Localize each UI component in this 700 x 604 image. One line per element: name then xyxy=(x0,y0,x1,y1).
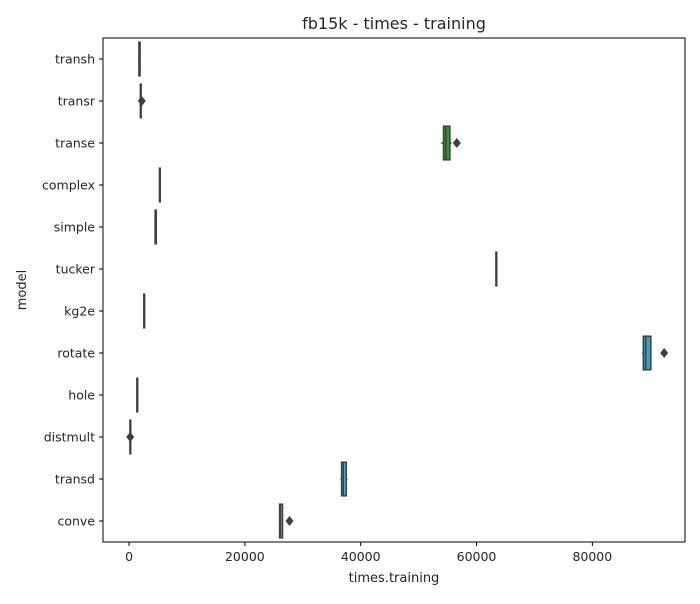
y-tick-label: transr xyxy=(58,94,96,109)
x-tick-label: 0 xyxy=(125,549,133,564)
y-tick-label: complex xyxy=(42,178,95,193)
y-tick-label: distmult xyxy=(44,430,95,445)
outlier-point xyxy=(126,432,135,442)
box-hole xyxy=(136,377,139,413)
box-transe xyxy=(441,125,461,161)
box-transh xyxy=(138,41,141,77)
box-body xyxy=(442,125,451,161)
y-tick-label: transd xyxy=(55,472,95,487)
chart-title: fb15k - times - training xyxy=(302,14,486,33)
y-tick-label: rotate xyxy=(57,346,95,361)
outlier-point xyxy=(285,516,294,526)
box-transd xyxy=(340,461,348,497)
outlier-point xyxy=(452,138,461,148)
x-tick-label: 60000 xyxy=(457,549,497,564)
y-tick-label: conve xyxy=(57,514,95,529)
box-conve xyxy=(278,503,294,539)
x-tick-label: 40000 xyxy=(341,549,381,564)
box-tucker xyxy=(495,251,498,287)
box-kg2e xyxy=(143,293,146,329)
y-tick-label: transe xyxy=(55,136,95,151)
box-transr xyxy=(137,83,146,119)
box-distmult xyxy=(126,419,135,455)
plot-area: 0 20000 40000 60000 80000 transh transr transe c… xyxy=(42,37,686,564)
box-body xyxy=(642,335,652,371)
y-tick-label: tucker xyxy=(56,262,96,277)
box-simple xyxy=(154,209,158,245)
outlier-point xyxy=(137,96,146,106)
y-axis-label: model xyxy=(15,270,30,310)
x-axis-label: times.training xyxy=(349,571,440,586)
y-tick-label: hole xyxy=(68,388,95,403)
x-tick-label: 20000 xyxy=(225,549,265,564)
y-tick-label: transh xyxy=(55,52,95,67)
y-tick-label: simple xyxy=(54,220,96,235)
box-complex xyxy=(158,167,162,203)
y-tick-label: kg2e xyxy=(64,304,95,319)
outlier-point xyxy=(660,348,669,358)
x-tick-label: 80000 xyxy=(572,549,612,564)
plot-frame xyxy=(102,37,686,543)
box-rotate xyxy=(642,335,669,371)
